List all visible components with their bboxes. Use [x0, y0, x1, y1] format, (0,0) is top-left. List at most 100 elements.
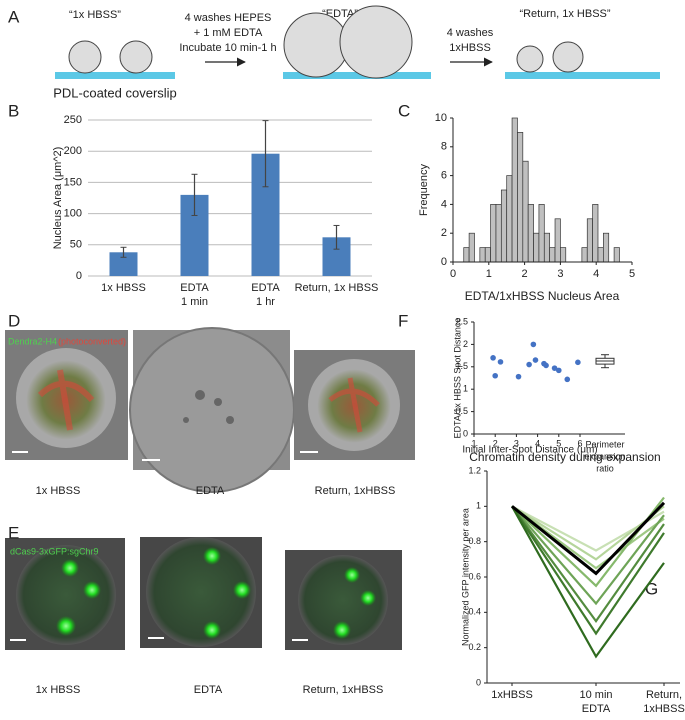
- line-series: [511, 505, 665, 636]
- line-series: [511, 505, 665, 624]
- y-tick-label: 2: [463, 339, 468, 349]
- box-label: expansion: [584, 451, 625, 461]
- spot: [203, 547, 221, 565]
- coverslip: [55, 72, 175, 79]
- histogram-bar: [522, 160, 529, 263]
- x-tick-label: 1 hr: [256, 296, 275, 308]
- coverslip: [283, 72, 431, 79]
- line-series: [511, 501, 666, 576]
- y-tick-label: 1.5: [455, 361, 468, 371]
- point: [497, 359, 504, 365]
- spot: [360, 590, 376, 606]
- point: [530, 341, 537, 348]
- x-tick-label: 4: [535, 438, 540, 448]
- histogram-bar: [463, 247, 470, 263]
- y-tick-label: 1.2: [468, 465, 481, 475]
- stain-label: dCas9-3xGFP:sgChr9: [10, 546, 99, 556]
- histogram-bar: [613, 247, 620, 263]
- spot: [233, 581, 251, 599]
- x-axis-label: Initial Inter-Spot Distance (μm): [462, 445, 597, 456]
- spot: [83, 581, 101, 599]
- spot: [203, 621, 221, 639]
- point: [515, 373, 522, 380]
- y-tick-label: 0: [476, 677, 481, 687]
- point: [575, 359, 581, 366]
- speckle: [195, 390, 205, 400]
- caption: 1x HBSS: [36, 485, 81, 497]
- y-tick-label: 2: [441, 227, 447, 239]
- x-tick-label: 1: [486, 268, 492, 280]
- x-axis-label: EDTA/1xHBSS Nucleus Area: [465, 289, 620, 303]
- point: [532, 357, 539, 363]
- cell: [339, 5, 413, 79]
- x-tick-label: EDTA: [251, 282, 280, 294]
- y-tick-label: 0.2: [468, 642, 481, 652]
- caption: EDTA: [196, 485, 225, 497]
- stain-label: Dendra2-H4: [8, 336, 57, 346]
- histogram-bar: [495, 204, 502, 263]
- histogram-bar: [543, 232, 551, 263]
- histogram-bar: [527, 204, 534, 263]
- panel-label: E: [8, 523, 19, 542]
- histogram-bar: [484, 247, 491, 263]
- point: [543, 362, 549, 369]
- cell: [146, 537, 256, 647]
- histogram-bar: [549, 247, 556, 263]
- chromatin: [328, 377, 380, 433]
- caption: EDTA: [194, 684, 223, 696]
- cell: [16, 545, 116, 645]
- x-tick-label: 1: [471, 438, 476, 448]
- x-tick-label: EDTA: [180, 282, 209, 294]
- histogram-bar: [533, 232, 540, 263]
- box-label: ratio: [596, 463, 614, 473]
- y-axis-label: Frequency: [418, 164, 430, 216]
- y-tick-label: 200: [64, 145, 82, 157]
- schematic: “1x HBSS” PDL-coated coverslip 4 washes …: [53, 5, 660, 100]
- micrographs-e: dCas9-3xGFP:sgChr9: [5, 537, 402, 650]
- y-tick-label: 4: [441, 198, 447, 210]
- caption: Return, 1xHBSS: [315, 485, 396, 497]
- x-tick-label: 5: [629, 268, 635, 280]
- x-tick-label: Return, 1x HBSS: [295, 282, 379, 294]
- x-tick-label: 1xHBSS: [491, 689, 533, 701]
- y-tick-label: 0.4: [468, 607, 481, 617]
- cell: [68, 40, 102, 74]
- step-text: 4 washes HEPES: [185, 12, 272, 24]
- point: [490, 355, 496, 361]
- histogram-bar: [603, 232, 610, 263]
- cell: [552, 41, 584, 73]
- speckle: [214, 398, 222, 406]
- line-series: [511, 505, 665, 561]
- cell: [516, 45, 544, 73]
- y-tick-label: 0.8: [468, 536, 481, 546]
- y-tick-label: 0.5: [455, 406, 468, 416]
- x-tick-label: EDTA: [582, 703, 611, 715]
- x-tick-label: 2: [493, 438, 498, 448]
- speckle: [183, 417, 189, 423]
- stain-label: (photoconverted): [58, 336, 126, 346]
- x-tick-label: 2: [522, 268, 528, 280]
- y-tick-label: 10: [435, 112, 447, 124]
- histogram-bar: [592, 204, 599, 263]
- spot: [333, 621, 351, 639]
- y-tick-label: 8: [441, 141, 447, 153]
- y-tick-label: 0: [76, 270, 82, 282]
- state-label: “1x HBSS”: [69, 9, 121, 21]
- point: [551, 365, 558, 371]
- x-tick-label: 4: [593, 268, 599, 280]
- box-label: Perimeter: [585, 439, 624, 449]
- histogram-bar: [506, 175, 513, 263]
- caption: Return, 1xHBSS: [303, 684, 384, 696]
- cell: [298, 555, 388, 645]
- histogram-bar: [517, 132, 524, 263]
- panel-label: B: [8, 101, 19, 120]
- panel-label: C: [398, 101, 410, 120]
- spot: [61, 559, 79, 577]
- y-tick-label: 0: [441, 256, 447, 268]
- x-tick-label: 3: [557, 268, 563, 280]
- y-tick-label: 250: [64, 114, 82, 126]
- x-tick-label: 1x HBSS: [101, 282, 146, 294]
- step-text: 4 washes: [447, 27, 494, 39]
- histogram-bar: [586, 218, 593, 263]
